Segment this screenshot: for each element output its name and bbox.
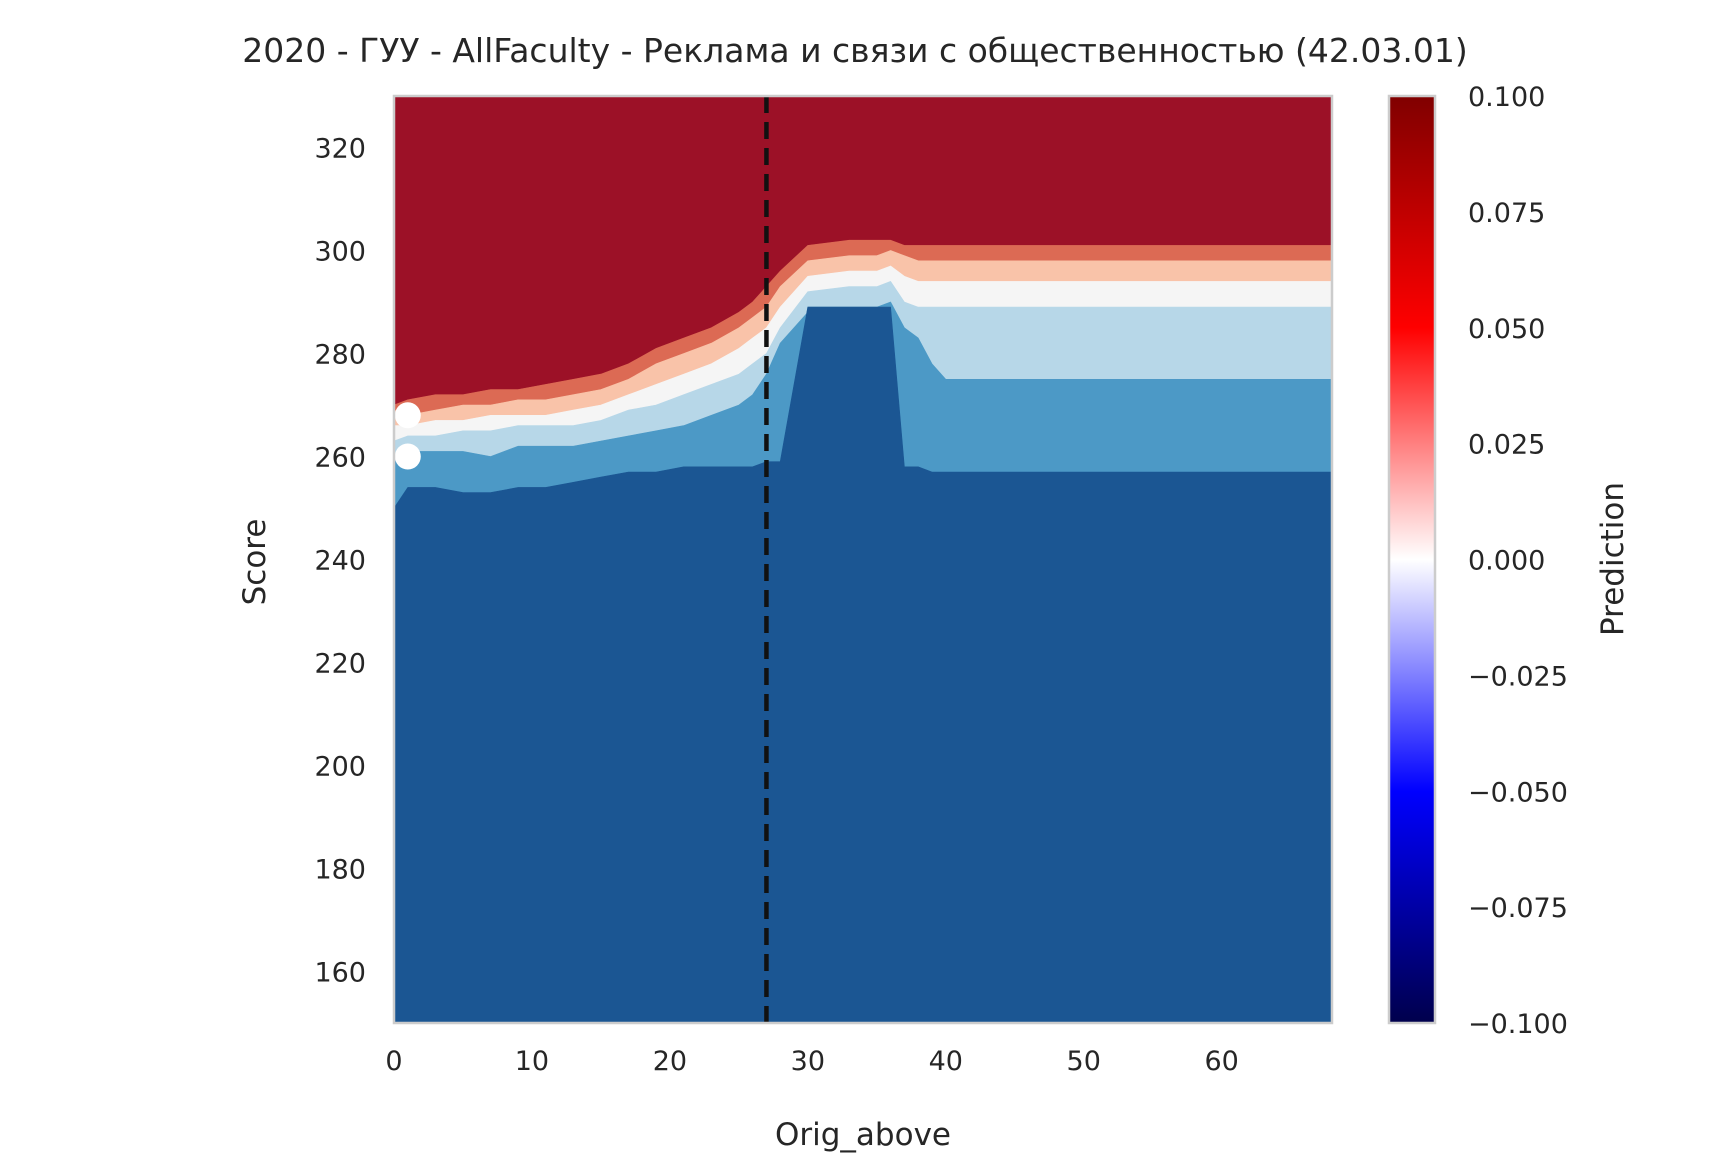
y-tick-label: 220: [314, 649, 366, 680]
colorbar-tick-label: −0.025: [1468, 661, 1568, 692]
plot-frame: [392, 94, 1334, 1025]
x-tick-label: 60: [1204, 1046, 1238, 1077]
x-axis-label: Orig_above: [775, 1117, 951, 1153]
y-tick-label: 320: [314, 134, 366, 165]
colorbar-tick-label: 0.000: [1468, 546, 1545, 577]
x-axis: 0 10 20 30 40 50 60: [385, 1046, 1238, 1077]
x-tick-label: 40: [929, 1046, 963, 1077]
y-axis: 160 180 200 220 240 260 280 300 320: [314, 134, 366, 989]
y-tick-label: 180: [314, 855, 366, 886]
colorbar-tick-label: 0.075: [1468, 198, 1545, 229]
data-point: [394, 443, 421, 470]
colorbar-label: Prediction: [1595, 482, 1631, 636]
colorbar-tick-label: 0.100: [1468, 82, 1545, 113]
chart-title: 2020 - ГУУ - AllFaculty - Реклама и связ…: [242, 31, 1468, 70]
y-tick-label: 280: [314, 340, 366, 371]
colorbar-tick-label: 0.050: [1468, 314, 1545, 345]
colorbar-gradient: [1387, 94, 1437, 1025]
y-axis-label: Score: [237, 519, 273, 606]
y-tick-label: 300: [314, 237, 366, 268]
x-tick-label: 30: [791, 1046, 825, 1077]
y-tick-label: 260: [314, 443, 366, 474]
x-tick-label: 10: [515, 1046, 549, 1077]
colorbar: 0.100 0.075 0.050 0.025 0.000 −0.025 −0.050 −0.…: [1387, 82, 1631, 1040]
colorbar-tick-label: −0.100: [1468, 1009, 1568, 1040]
y-tick-label: 160: [314, 958, 366, 989]
x-tick-label: 0: [385, 1046, 402, 1077]
colorbar-tick-label: −0.075: [1468, 893, 1568, 924]
y-tick-label: 200: [314, 752, 366, 783]
plot-area: [392, 94, 1334, 1025]
x-tick-label: 20: [653, 1046, 687, 1077]
band-below-neg0.050: [394, 306, 1332, 1023]
y-tick-label: 240: [314, 546, 366, 577]
data-point: [394, 402, 421, 429]
x-tick-label: 50: [1067, 1046, 1101, 1077]
colorbar-tick-label: 0.025: [1468, 430, 1545, 461]
colorbar-tick-label: −0.050: [1468, 777, 1568, 808]
